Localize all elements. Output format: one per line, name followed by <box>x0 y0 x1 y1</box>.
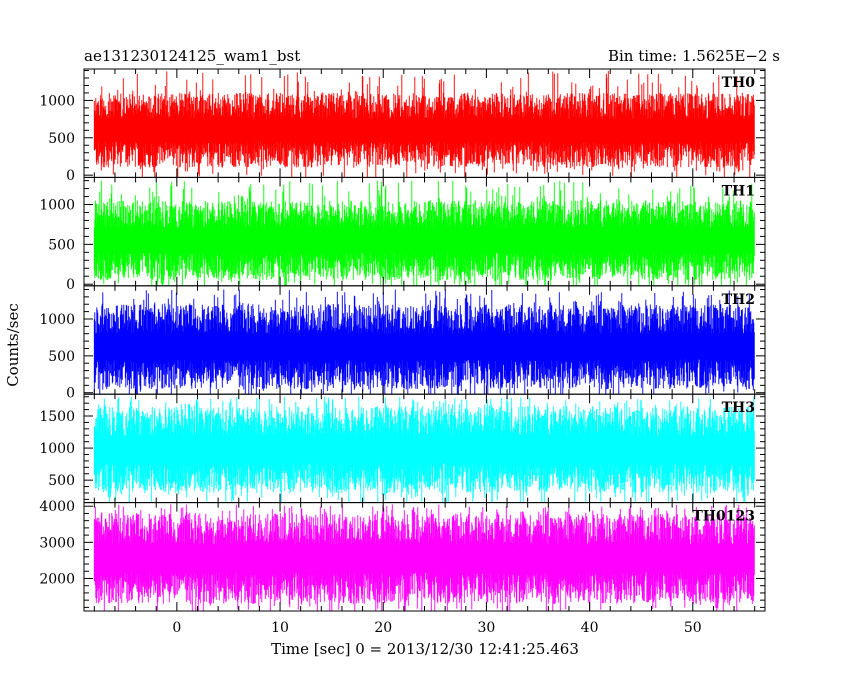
y-tick-label: 1000 <box>39 441 75 457</box>
panel-label-th0123: TH0123 <box>692 509 755 525</box>
series-th2-line <box>93 289 755 395</box>
panel-th2: 0 500 1000 TH2 <box>39 285 766 402</box>
y-tick-label: 0 <box>66 168 75 184</box>
y-axis-label: Counts/sec <box>4 303 22 387</box>
panels-group: 05001000TH005001000TH105001000TH25001000… <box>39 68 766 636</box>
panel-th0: 0 500 1000 TH0 <box>39 68 766 184</box>
x-tick-label: 20 <box>374 620 392 636</box>
series-th0123-line <box>93 504 755 611</box>
series-th3-line <box>93 396 755 503</box>
series-th1-line <box>93 180 755 286</box>
panel-label-th1: TH1 <box>722 183 755 199</box>
x-tick-label: 0 <box>172 620 181 636</box>
y-tick-label: 1000 <box>39 93 75 109</box>
y-tick-label: 0 <box>66 386 75 402</box>
y-tick-label: 500 <box>48 473 75 489</box>
panel-label-th2: TH2 <box>722 292 755 308</box>
series-th0-line <box>93 71 755 178</box>
y-tick-label: 0 <box>66 277 75 293</box>
chart-title-right: Bin time: 1.5625E−2 s <box>608 47 780 65</box>
x-tick-label: 40 <box>581 620 599 636</box>
y-tick-label: 3000 <box>39 535 75 551</box>
y-tick-label: 4000 <box>39 499 75 515</box>
panel-th1: 0 500 1000 TH1 <box>39 176 766 293</box>
y-tick-label: 2000 <box>39 571 75 587</box>
x-tick-label: 30 <box>477 620 495 636</box>
y-tick-label: 1000 <box>39 312 75 328</box>
y-tick-label: 500 <box>48 131 75 147</box>
y-tick-label: 500 <box>48 349 75 365</box>
y-tick-label: 1500 <box>39 409 75 425</box>
x-tick-label: 10 <box>271 620 289 636</box>
x-axis-label: Time [sec] 0 = 2013/12/30 12:41:25.463 <box>271 640 579 658</box>
panel-th3: 500 1000 1500 TH3 <box>39 393 766 504</box>
y-tick-label: 500 <box>48 237 75 253</box>
chart-title-left: ae131230124125_wam1_bst <box>84 47 300 65</box>
x-tick-label: 50 <box>684 620 702 636</box>
panel-label-th0: TH0 <box>722 75 756 91</box>
y-tick-label: 1000 <box>39 198 75 214</box>
panel-th0123: 2000 3000 4000 TH0123 <box>39 499 766 612</box>
panel-label-th3: TH3 <box>722 400 755 416</box>
